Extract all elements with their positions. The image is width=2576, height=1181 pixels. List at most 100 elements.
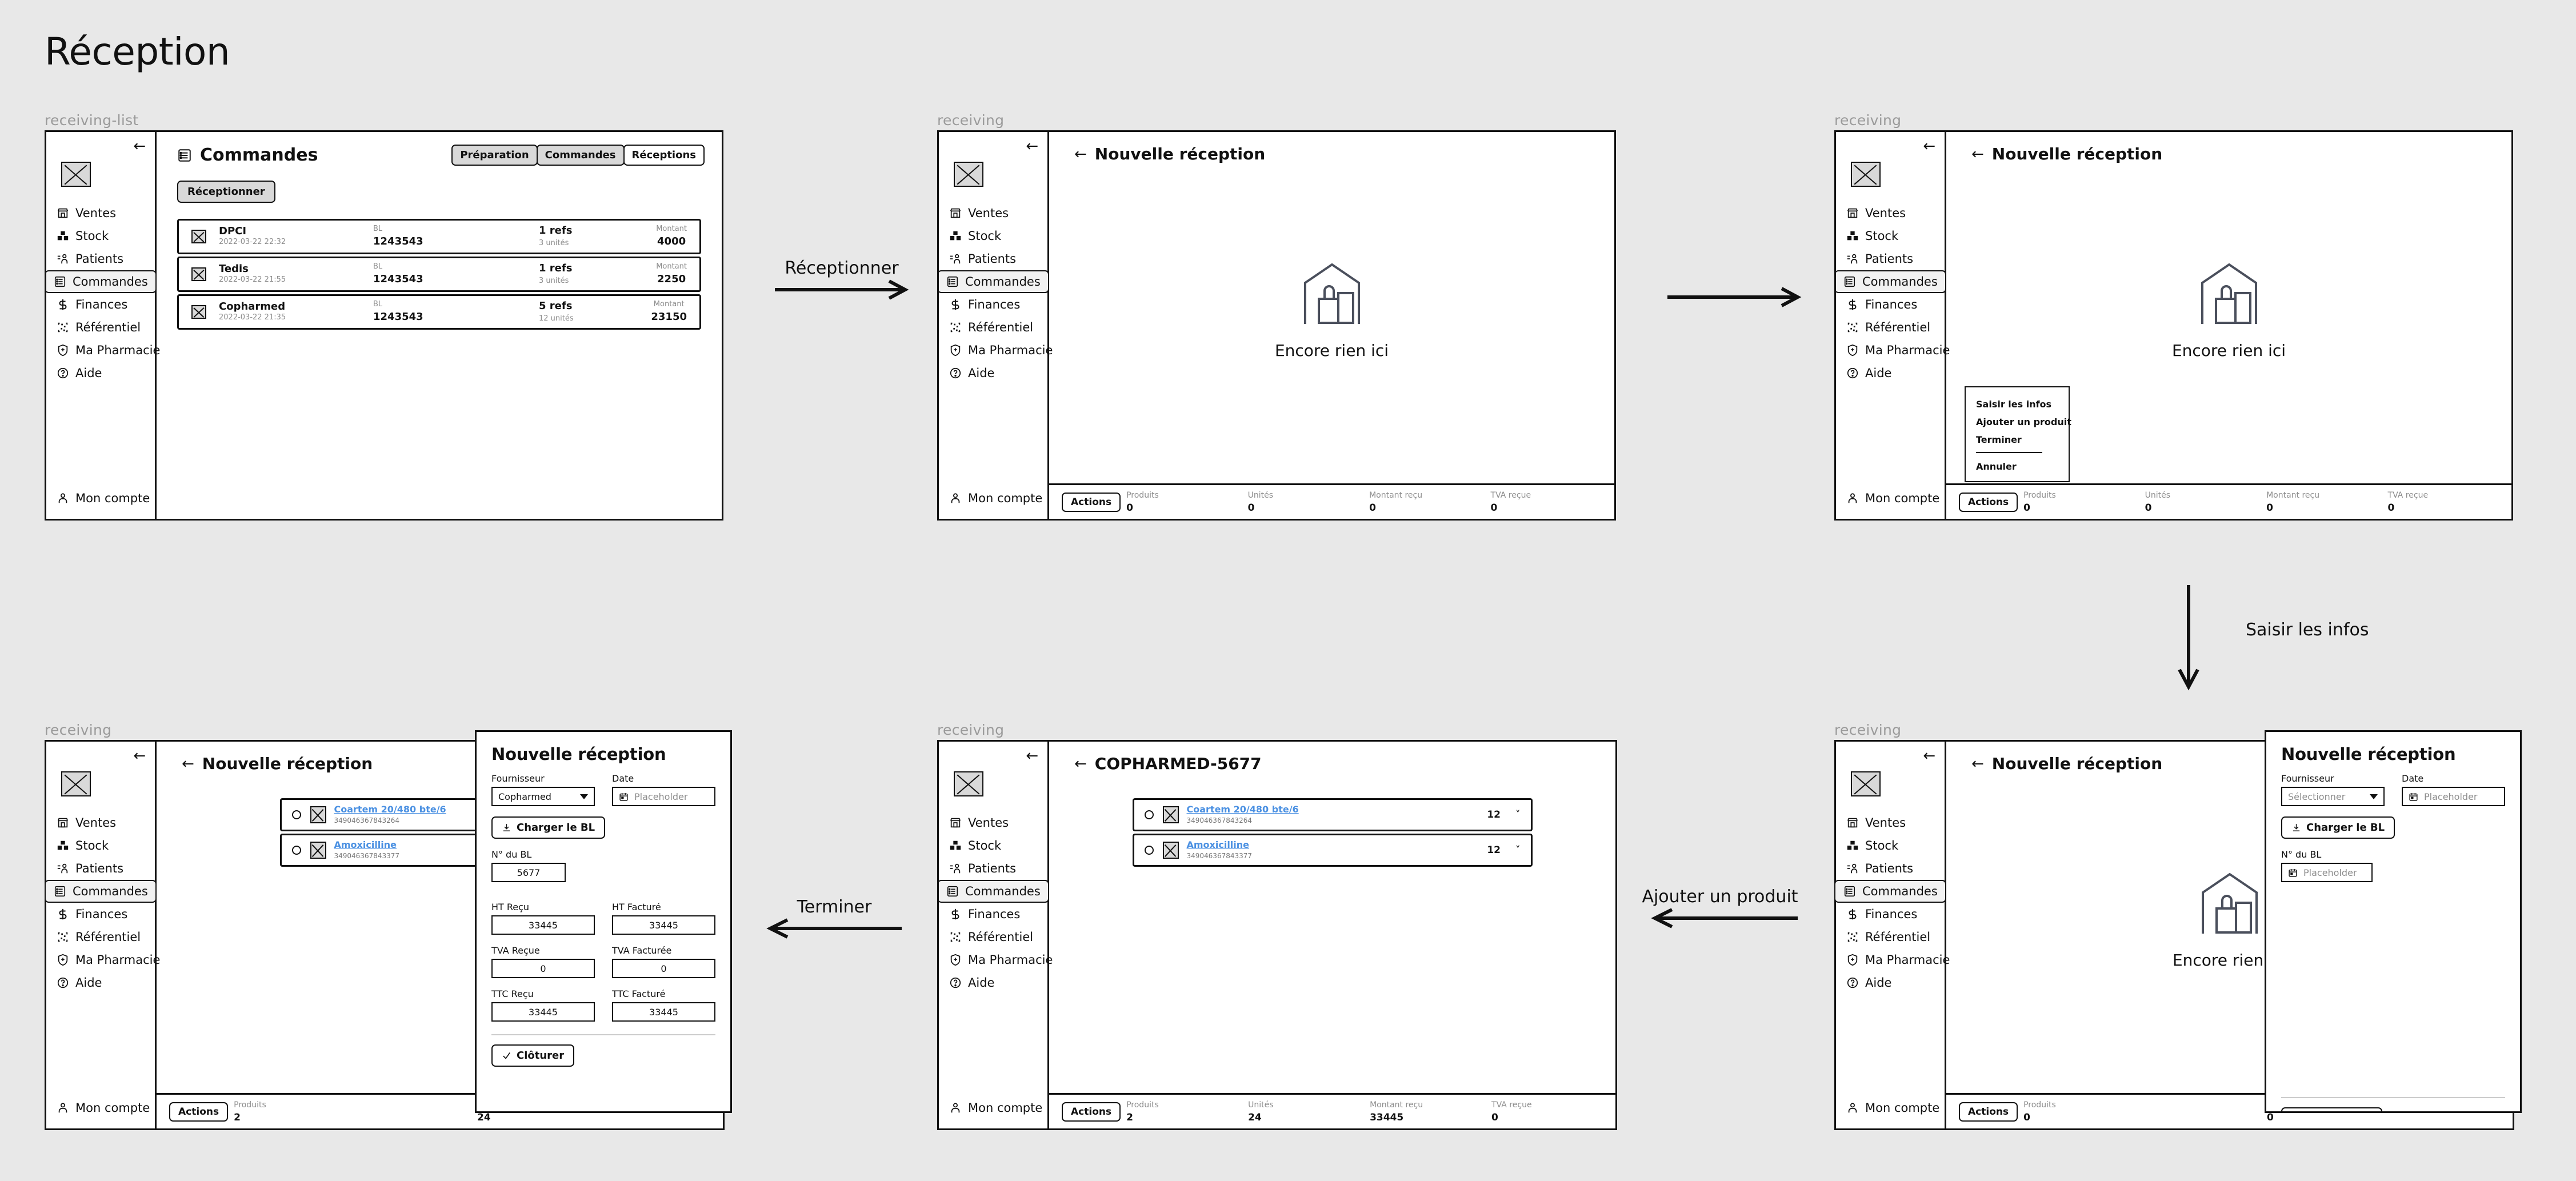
order-row[interactable]: Tedis 2022-03-22 21:55 BL 1243543 1 refs 3 un… [177,257,701,292]
fournisseur-select[interactable]: Copharmed [491,787,595,806]
sidebar-item-ventes[interactable]: Ventes [49,202,153,225]
sidebar-item-patients[interactable]: Patients [49,857,153,880]
chevron-down-icon[interactable]: ˅ [1515,809,1521,820]
actions-button[interactable]: Actions [1062,1102,1121,1122]
sidebar-item-r-f-rentiel[interactable]: Référentiel [1838,316,1942,339]
sidebar-item-stock[interactable]: Stock [941,225,1045,247]
sidebar-collapse-icon[interactable]: ← [1026,138,1038,155]
sidebar-item-commandes[interactable]: Commandes [939,880,1049,903]
date-input[interactable]: Placeholder [612,787,715,806]
sidebar-item-stock[interactable]: Stock [1838,834,1942,857]
sidebar-item-finances[interactable]: Finances [49,903,153,926]
order-row[interactable]: Copharmed 2022-03-22 21:35 BL 1243543 5 refs… [177,294,701,330]
sidebar-item-r-f-rentiel[interactable]: Référentiel [49,316,153,339]
actions-button[interactable]: Actions [1959,492,2018,512]
sidebar-item-aide[interactable]: Aide [1838,362,1942,385]
product-radio[interactable] [1144,810,1154,819]
bl-number-input[interactable]: 5677 [491,863,566,882]
sidebar-item-finances[interactable]: Finances [941,903,1045,926]
actions-button[interactable]: Actions [1959,1102,2018,1122]
sidebar-item-ma-pharmacie[interactable]: Ma Pharmacie [941,339,1053,362]
sidebar-item-commandes[interactable]: Commandes [1836,270,1946,293]
order-row[interactable]: DPCI 2022-03-22 22:32 BL 1243543 1 refs 3 uni… [177,219,701,254]
sidebar-item-ma-pharmacie[interactable]: Ma Pharmacie [49,339,160,362]
sidebar-item-ventes[interactable]: Ventes [941,202,1045,225]
date-input[interactable]: Placeholder [2402,787,2505,806]
sidebar-item-aide[interactable]: Aide [49,971,153,994]
sidebar-item-aide[interactable]: Aide [941,971,1045,994]
sidebar-item-ventes[interactable]: Ventes [1838,202,1942,225]
sidebar-item-aide[interactable]: Aide [1838,971,1942,994]
product-radio[interactable] [1144,846,1154,855]
tab-receptions[interactable]: Réceptions [623,145,705,166]
ttc-facture-input[interactable]: 33445 [612,1002,715,1022]
charger-bl-button[interactable]: Charger le BL [491,816,606,839]
back-arrow-icon[interactable]: ← [1074,755,1087,772]
sidebar-item-mon-compte[interactable]: Mon compte [941,1096,1045,1119]
sidebar-collapse-icon[interactable]: ← [133,138,146,155]
chevron-down-icon[interactable]: ˅ [1515,844,1521,856]
menu-item-ajouter-un-produit[interactable]: Ajouter un produit [1976,416,2071,427]
menu-item-terminer[interactable]: Terminer [1976,434,2022,445]
tab-preparation[interactable]: Préparation [451,145,538,166]
charger-bl-button[interactable]: Charger le BL [2281,816,2395,839]
sidebar-item-commandes[interactable]: Commandes [1834,880,1946,903]
sidebar-item-ventes[interactable]: Ventes [1838,811,1942,834]
sidebar-item-stock[interactable]: Stock [49,834,153,857]
sidebar-item-ventes[interactable]: Ventes [49,811,153,834]
ht-facture-input[interactable]: 33445 [612,915,715,935]
sidebar-item-stock[interactable]: Stock [49,225,153,247]
sidebar-item-mon-compte[interactable]: Mon compte [1838,1096,1942,1119]
sidebar-item-finances[interactable]: Finances [941,293,1045,316]
tva-recue-input[interactable]: 0 [491,959,595,978]
fournisseur-select[interactable]: Sélectionner [2281,787,2385,806]
sidebar-item-r-f-rentiel[interactable]: Référentiel [941,926,1045,948]
tab-commandes[interactable]: Commandes [536,145,625,166]
ht-recu-input[interactable]: 33445 [491,915,595,935]
sidebar-collapse-icon[interactable]: ← [1923,138,1935,155]
sidebar-item-patients[interactable]: Patients [941,247,1045,270]
enregistrer-button[interactable]: Enregistrer [2281,1107,2382,1111]
back-arrow-icon[interactable]: ← [182,755,194,772]
sidebar-item-aide[interactable]: Aide [941,362,1045,385]
sidebar-item-mon-compte[interactable]: Mon compte [1838,487,1942,510]
tva-facturee-input[interactable]: 0 [612,959,715,978]
sidebar-collapse-icon[interactable]: ← [1923,747,1935,764]
sidebar-item-commandes[interactable]: Commandes [46,270,157,293]
actions-button[interactable]: Actions [169,1102,229,1122]
sidebar-item-r-f-rentiel[interactable]: Référentiel [49,926,153,948]
sidebar-item-mon-compte[interactable]: Mon compte [941,487,1045,510]
sidebar-item-stock[interactable]: Stock [1838,225,1942,247]
sidebar-item-patients[interactable]: Patients [1838,247,1942,270]
actions-button[interactable]: Actions [1062,492,1121,512]
menu-item-annuler[interactable]: Annuler [1976,461,2017,472]
sidebar-item-finances[interactable]: Finances [49,293,153,316]
ttc-recu-input[interactable]: 33445 [491,1002,595,1022]
sidebar-item-r-f-rentiel[interactable]: Référentiel [1838,926,1942,948]
sidebar-item-patients[interactable]: Patients [49,247,153,270]
sidebar-item-aide[interactable]: Aide [49,362,153,385]
sidebar-item-stock[interactable]: Stock [941,834,1045,857]
back-arrow-icon[interactable]: ← [1971,145,1984,163]
sidebar-item-finances[interactable]: Finances [1838,903,1942,926]
sidebar-item-finances[interactable]: Finances [1838,293,1942,316]
sidebar-item-r-f-rentiel[interactable]: Référentiel [941,316,1045,339]
sidebar-item-mon-compte[interactable]: Mon compte [49,1096,153,1119]
product-row[interactable]: Amoxicilline 349046367843377 12 ˅ [1132,834,1533,867]
sidebar-item-mon-compte[interactable]: Mon compte [49,487,153,510]
sidebar-collapse-icon[interactable]: ← [133,747,146,764]
receptionner-button[interactable]: Réceptionner [177,181,275,203]
sidebar-item-ventes[interactable]: Ventes [941,811,1045,834]
sidebar-item-patients[interactable]: Patients [941,857,1045,880]
menu-item-saisir-les-infos[interactable]: Saisir les infos [1976,398,2052,410]
sidebar-item-ma-pharmacie[interactable]: Ma Pharmacie [941,948,1053,971]
sidebar-item-patients[interactable]: Patients [1838,857,1942,880]
sidebar-item-ma-pharmacie[interactable]: Ma Pharmacie [1838,948,1950,971]
sidebar-item-commandes[interactable]: Commandes [939,270,1049,293]
sidebar-item-ma-pharmacie[interactable]: Ma Pharmacie [1838,339,1950,362]
product-row[interactable]: Coartem 20/480 bte/6 349046367843264 12 ˅ [1132,798,1533,831]
product-radio[interactable] [291,846,301,855]
sidebar-item-ma-pharmacie[interactable]: Ma Pharmacie [49,948,160,971]
back-arrow-icon[interactable]: ← [1971,755,1984,772]
back-arrow-icon[interactable]: ← [1074,145,1087,163]
